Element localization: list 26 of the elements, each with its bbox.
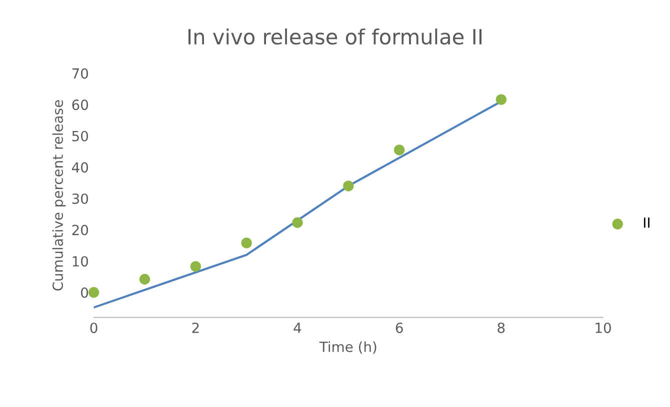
y-tick-label: 0 [81, 287, 88, 298]
x-tick-label: 10 [596, 322, 611, 334]
x-tick-label: 4 [294, 322, 302, 333]
y-tick-label: 30 [72, 193, 88, 204]
point [496, 94, 507, 105]
point [190, 261, 201, 272]
point [292, 217, 303, 228]
y-tick-label: 20 [72, 224, 88, 236]
point [88, 287, 100, 298]
x-tick-label: 2 [192, 322, 199, 333]
y-tick-label: 40 [72, 162, 88, 173]
y-axis-title: Cumulative percent release [52, 100, 66, 291]
legend-label: II [644, 218, 650, 228]
y-tick-label: 70 [72, 68, 88, 79]
y-tick-label: 50 [72, 130, 88, 142]
point [394, 144, 405, 156]
point [139, 274, 150, 285]
point [343, 180, 354, 192]
chart-title: In vivo release of formulae II [188, 28, 482, 45]
y-tick-label: 60 [72, 100, 88, 110]
point [241, 238, 252, 248]
y-tick-label: 10 [72, 256, 88, 267]
x-tick-label: 6 [396, 322, 403, 334]
x-axis-title: Time (h) [319, 341, 376, 354]
x-tick-label: 8 [498, 322, 505, 334]
x-tick-label: 0 [90, 322, 98, 334]
